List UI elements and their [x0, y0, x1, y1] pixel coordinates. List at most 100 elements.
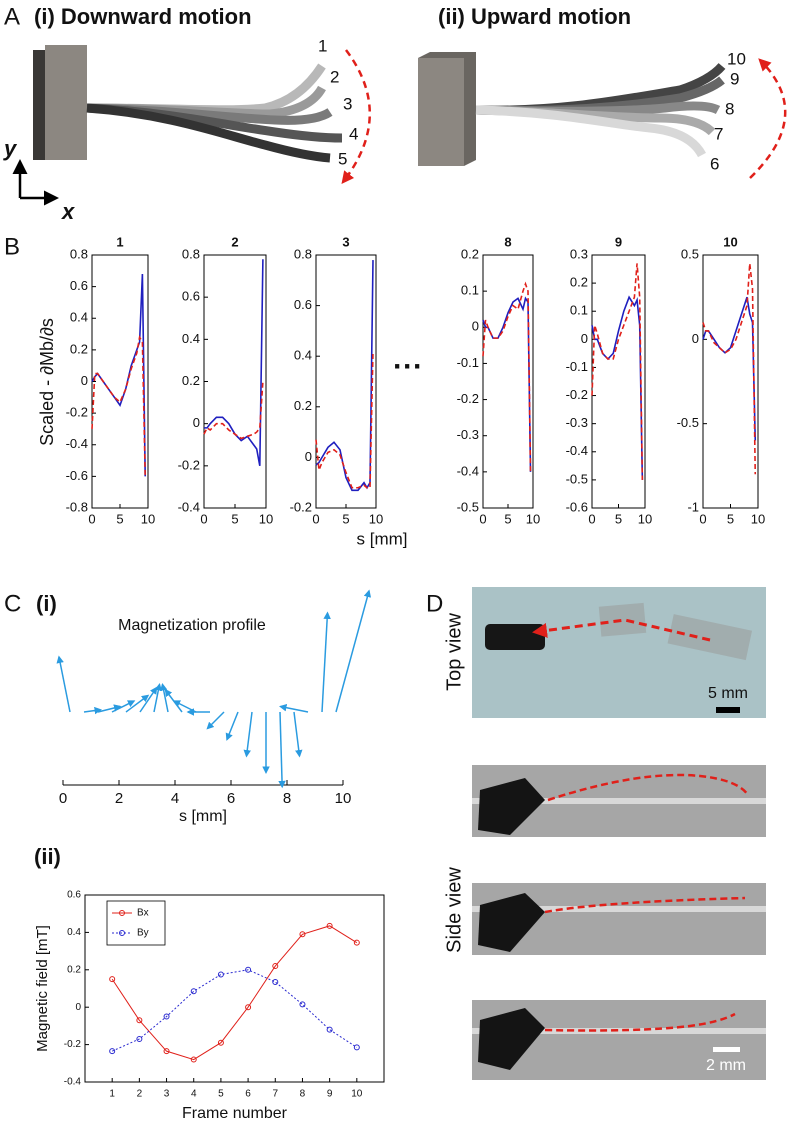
ghost: [598, 602, 647, 637]
axis-label: x: [61, 199, 75, 224]
y-tick-label: 0: [581, 331, 588, 346]
y-tick-label: -0.2: [178, 457, 200, 472]
point: [245, 966, 252, 973]
frame-label: 10: [727, 49, 746, 68]
y-tick-label: 0.6: [294, 297, 312, 312]
point: [136, 1017, 143, 1024]
vector: [153, 683, 163, 713]
x-tick-label: 8: [283, 790, 291, 807]
panel-label: A: [4, 3, 20, 30]
series-line: [315, 351, 374, 489]
x-tick-label: 2: [115, 790, 123, 807]
y-tick-label: -0.2: [66, 405, 88, 420]
plot-frame: [84, 894, 385, 1083]
point: [163, 1048, 170, 1055]
plot-frame: [203, 254, 267, 509]
point: [190, 988, 197, 995]
y-tick-label: 0: [193, 415, 200, 430]
magnet: [485, 624, 545, 650]
x-tick-label: 6: [245, 1089, 251, 1100]
plot-frame: [702, 254, 759, 509]
y-tick-label: 0: [692, 331, 699, 346]
vector: [243, 711, 253, 758]
panel-label: C: [4, 590, 21, 617]
x-tick-label: 10: [335, 790, 352, 807]
block-side: [33, 50, 47, 160]
x-tick-label: 7: [272, 1089, 278, 1100]
panel-sublabel: (ii): [34, 844, 61, 869]
panel-label: D: [426, 590, 443, 617]
frame-label: 4: [349, 124, 358, 143]
y-axis-label: Magnetic field [mT]: [34, 925, 51, 1052]
vector: [97, 704, 122, 713]
panel-a: (i) Downward motion (ii) Upward motion 1…: [3, 4, 787, 224]
y-tick-label: -0.4: [178, 499, 200, 514]
series-line: [204, 259, 264, 466]
x-tick-label: 0: [699, 511, 706, 526]
view-label: Top view: [443, 613, 465, 691]
point: [217, 1039, 224, 1046]
y-tick-label: 0.3: [570, 246, 588, 261]
legend-box: [106, 900, 166, 946]
vector: [279, 703, 309, 713]
y-tick-label: 0.8: [70, 246, 88, 261]
panel-label: B: [4, 233, 20, 260]
view-label: Side view: [443, 867, 465, 953]
x-tick-label: 5: [615, 511, 622, 526]
point: [353, 1044, 360, 1051]
y-tick-label: -0.5: [566, 471, 588, 486]
y-tick-label: -0.2: [566, 387, 588, 402]
x-tick-label: 10: [351, 1089, 363, 1100]
axis-label: y: [3, 136, 18, 161]
vector: [56, 655, 71, 713]
chart-title: 8: [504, 234, 511, 249]
frame-label: 7: [714, 124, 723, 143]
y-tick-label: 0.6: [182, 289, 200, 304]
point: [272, 963, 279, 970]
motion-arrow: [341, 49, 371, 184]
x-tick-label: 10: [141, 511, 155, 526]
title: (i) Downward motion: [34, 4, 252, 29]
profile: [544, 896, 746, 914]
glass: [472, 1028, 766, 1034]
y-tick-label: 0.4: [182, 331, 200, 346]
point: [245, 1004, 252, 1011]
y-tick-label: 0.4: [294, 348, 312, 363]
x-tick-label: 0: [479, 511, 486, 526]
vector: [111, 700, 136, 713]
magnet: [478, 1008, 545, 1070]
series-line: [702, 263, 757, 475]
y-tick-label: 0: [472, 319, 479, 334]
vector: [125, 694, 150, 713]
x-tick-label: 5: [218, 1089, 224, 1100]
frame-label: 1: [318, 36, 327, 55]
plot-frame: [315, 254, 377, 509]
x-tick-label: 10: [369, 511, 383, 526]
x-tick-label: 8: [300, 1089, 306, 1100]
y-tick-label: -0.5: [457, 499, 479, 514]
scale-label: 5 mm: [708, 685, 748, 702]
magnet: [478, 893, 545, 952]
block: [418, 58, 464, 166]
ellipsis: ···: [393, 350, 423, 383]
y-tick-label: -0.5: [677, 415, 699, 430]
y-tick-label: 0.2: [294, 398, 312, 413]
x-axis-label: s [mm]: [357, 529, 408, 548]
y-tick-label: -1: [687, 499, 699, 514]
point: [163, 1013, 170, 1020]
y-tick-label: 0.2: [182, 373, 200, 388]
y-tick-label: 0.1: [570, 303, 588, 318]
frame-label: 3: [343, 94, 352, 113]
panel-sublabel: (i): [36, 591, 57, 616]
x-tick-label: 10: [638, 511, 652, 526]
series-line: [702, 296, 757, 441]
y-tick-label: 0.2: [570, 275, 588, 290]
vector: [278, 711, 286, 789]
block: [45, 45, 87, 160]
chart-title: 10: [723, 234, 737, 249]
point: [109, 1048, 116, 1055]
vector: [159, 683, 169, 713]
block-edge: [418, 52, 476, 166]
vector: [293, 711, 303, 758]
y-tick-label: -0.3: [566, 415, 588, 430]
